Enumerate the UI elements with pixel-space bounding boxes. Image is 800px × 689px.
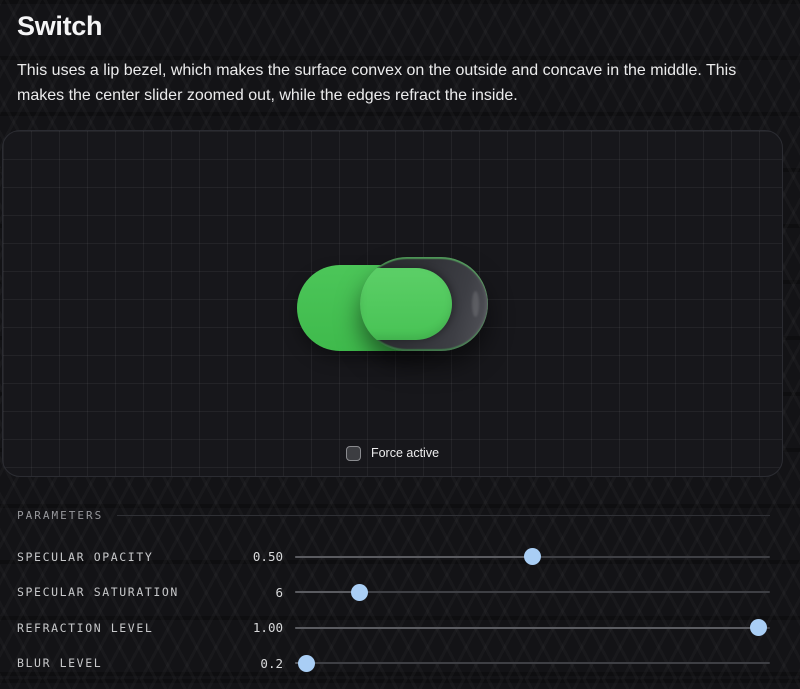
parameter-value: 0.2 [260, 655, 283, 671]
parameter-value: 1.00 [252, 620, 283, 636]
parameter-row: SPECULAR SATURATION 6 [17, 575, 770, 611]
parameter-label: SPECULAR SATURATION [17, 585, 179, 600]
parameter-slider[interactable] [295, 654, 770, 672]
parameter-slider[interactable] [295, 619, 770, 637]
force-active-checkbox[interactable] [345, 445, 361, 461]
slider-thumb[interactable] [749, 619, 767, 637]
parameter-row: REFRACTION LEVEL 1.00 [17, 610, 770, 646]
parameter-slider[interactable] [295, 583, 770, 601]
switch-toggle[interactable] [297, 256, 488, 351]
slider-fill [295, 591, 360, 594]
parameter-label: BLUR LEVEL [17, 656, 103, 671]
parameters-heading: PARAMETERS [17, 508, 104, 522]
demo-stage [3, 131, 782, 442]
slider-thumb[interactable] [298, 654, 316, 672]
switch-glass-knob[interactable] [360, 256, 488, 351]
switch-glass-refraction [360, 267, 452, 340]
slider-track[interactable] [295, 583, 770, 601]
parameter-label: SPECULAR OPACITY [17, 549, 154, 564]
slider-track[interactable] [295, 548, 770, 566]
parameter-value: 0.50 [252, 549, 283, 565]
parameter-rows: SPECULAR OPACITY 0.50 SPECULAR SATURATIO… [17, 539, 770, 681]
slider-track[interactable] [295, 654, 770, 672]
parameter-value: 6 [275, 584, 283, 600]
slider-thumb[interactable] [524, 548, 541, 566]
parameters-section: PARAMETERS SPECULAR OPACITY 0.50 SPECULA… [17, 505, 770, 681]
slider-fill [295, 626, 759, 629]
switch-glass-highlight [472, 290, 479, 317]
slider-track[interactable] [295, 619, 770, 637]
force-active-row: Force active [3, 442, 782, 464]
parameter-row: BLUR LEVEL 0.2 [17, 646, 770, 682]
page-title: Switch [17, 11, 103, 41]
parameters-divider [117, 514, 770, 516]
force-active-label: Force active [370, 446, 440, 460]
parameters-header: PARAMETERS [17, 505, 770, 525]
slider-fill [295, 555, 533, 558]
demo-panel: Force active [2, 130, 783, 477]
parameter-row: SPECULAR OPACITY 0.50 [17, 539, 770, 575]
parameter-slider[interactable] [295, 548, 770, 566]
parameter-label: REFRACTION LEVEL [17, 620, 154, 635]
page-description: This uses a lip bezel, which makes the s… [17, 62, 737, 104]
slider-thumb[interactable] [350, 583, 368, 601]
